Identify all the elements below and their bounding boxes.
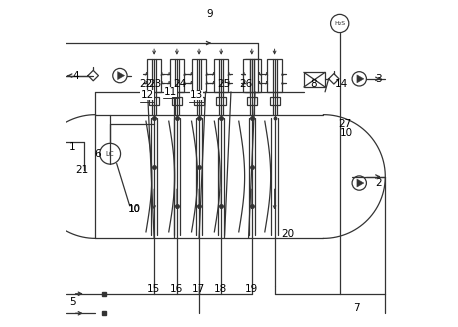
Text: 26: 26 xyxy=(240,79,252,89)
Text: 25: 25 xyxy=(217,79,230,89)
Text: 19: 19 xyxy=(245,284,258,294)
Bar xyxy=(194,97,204,105)
Text: 24: 24 xyxy=(173,79,186,89)
Text: 27: 27 xyxy=(338,119,351,129)
Text: 2: 2 xyxy=(376,178,382,188)
Bar xyxy=(147,59,161,92)
Bar xyxy=(245,59,259,92)
Text: 20: 20 xyxy=(281,229,294,238)
Text: 3: 3 xyxy=(376,74,382,84)
Text: 14: 14 xyxy=(335,79,348,89)
Bar xyxy=(247,97,257,105)
Bar xyxy=(149,97,159,105)
Bar xyxy=(267,59,282,92)
Bar xyxy=(304,72,325,87)
Text: 10: 10 xyxy=(340,128,353,138)
Text: 17: 17 xyxy=(192,284,205,294)
Text: 10: 10 xyxy=(129,205,140,214)
Text: 7: 7 xyxy=(353,303,359,313)
Bar xyxy=(172,97,182,105)
Bar xyxy=(192,59,206,92)
Bar xyxy=(216,97,226,105)
Polygon shape xyxy=(357,75,364,83)
Text: 15: 15 xyxy=(147,284,160,294)
Bar xyxy=(214,59,229,92)
Bar xyxy=(270,97,279,105)
Text: H₂S: H₂S xyxy=(334,21,345,26)
Circle shape xyxy=(352,72,366,86)
Text: 5: 5 xyxy=(69,297,76,307)
Circle shape xyxy=(113,68,127,83)
Polygon shape xyxy=(118,72,125,79)
Text: 21: 21 xyxy=(75,165,88,175)
Text: 18: 18 xyxy=(214,284,227,294)
Text: 12: 12 xyxy=(140,90,153,100)
Text: LC: LC xyxy=(106,151,114,157)
Text: 11: 11 xyxy=(164,87,177,97)
Text: 8: 8 xyxy=(311,79,317,89)
Text: 16: 16 xyxy=(169,284,183,294)
Text: 4: 4 xyxy=(73,71,79,80)
Text: 6: 6 xyxy=(94,149,100,159)
Circle shape xyxy=(352,176,366,190)
Polygon shape xyxy=(357,179,364,187)
Circle shape xyxy=(331,14,349,33)
Text: 10: 10 xyxy=(128,204,141,214)
Text: 1: 1 xyxy=(69,142,76,152)
Text: 22: 22 xyxy=(139,79,153,89)
Text: 9: 9 xyxy=(206,9,213,19)
Bar xyxy=(170,59,184,92)
Circle shape xyxy=(100,143,120,164)
Text: 23: 23 xyxy=(148,79,162,89)
Text: 13: 13 xyxy=(190,90,203,100)
Bar xyxy=(243,59,261,92)
